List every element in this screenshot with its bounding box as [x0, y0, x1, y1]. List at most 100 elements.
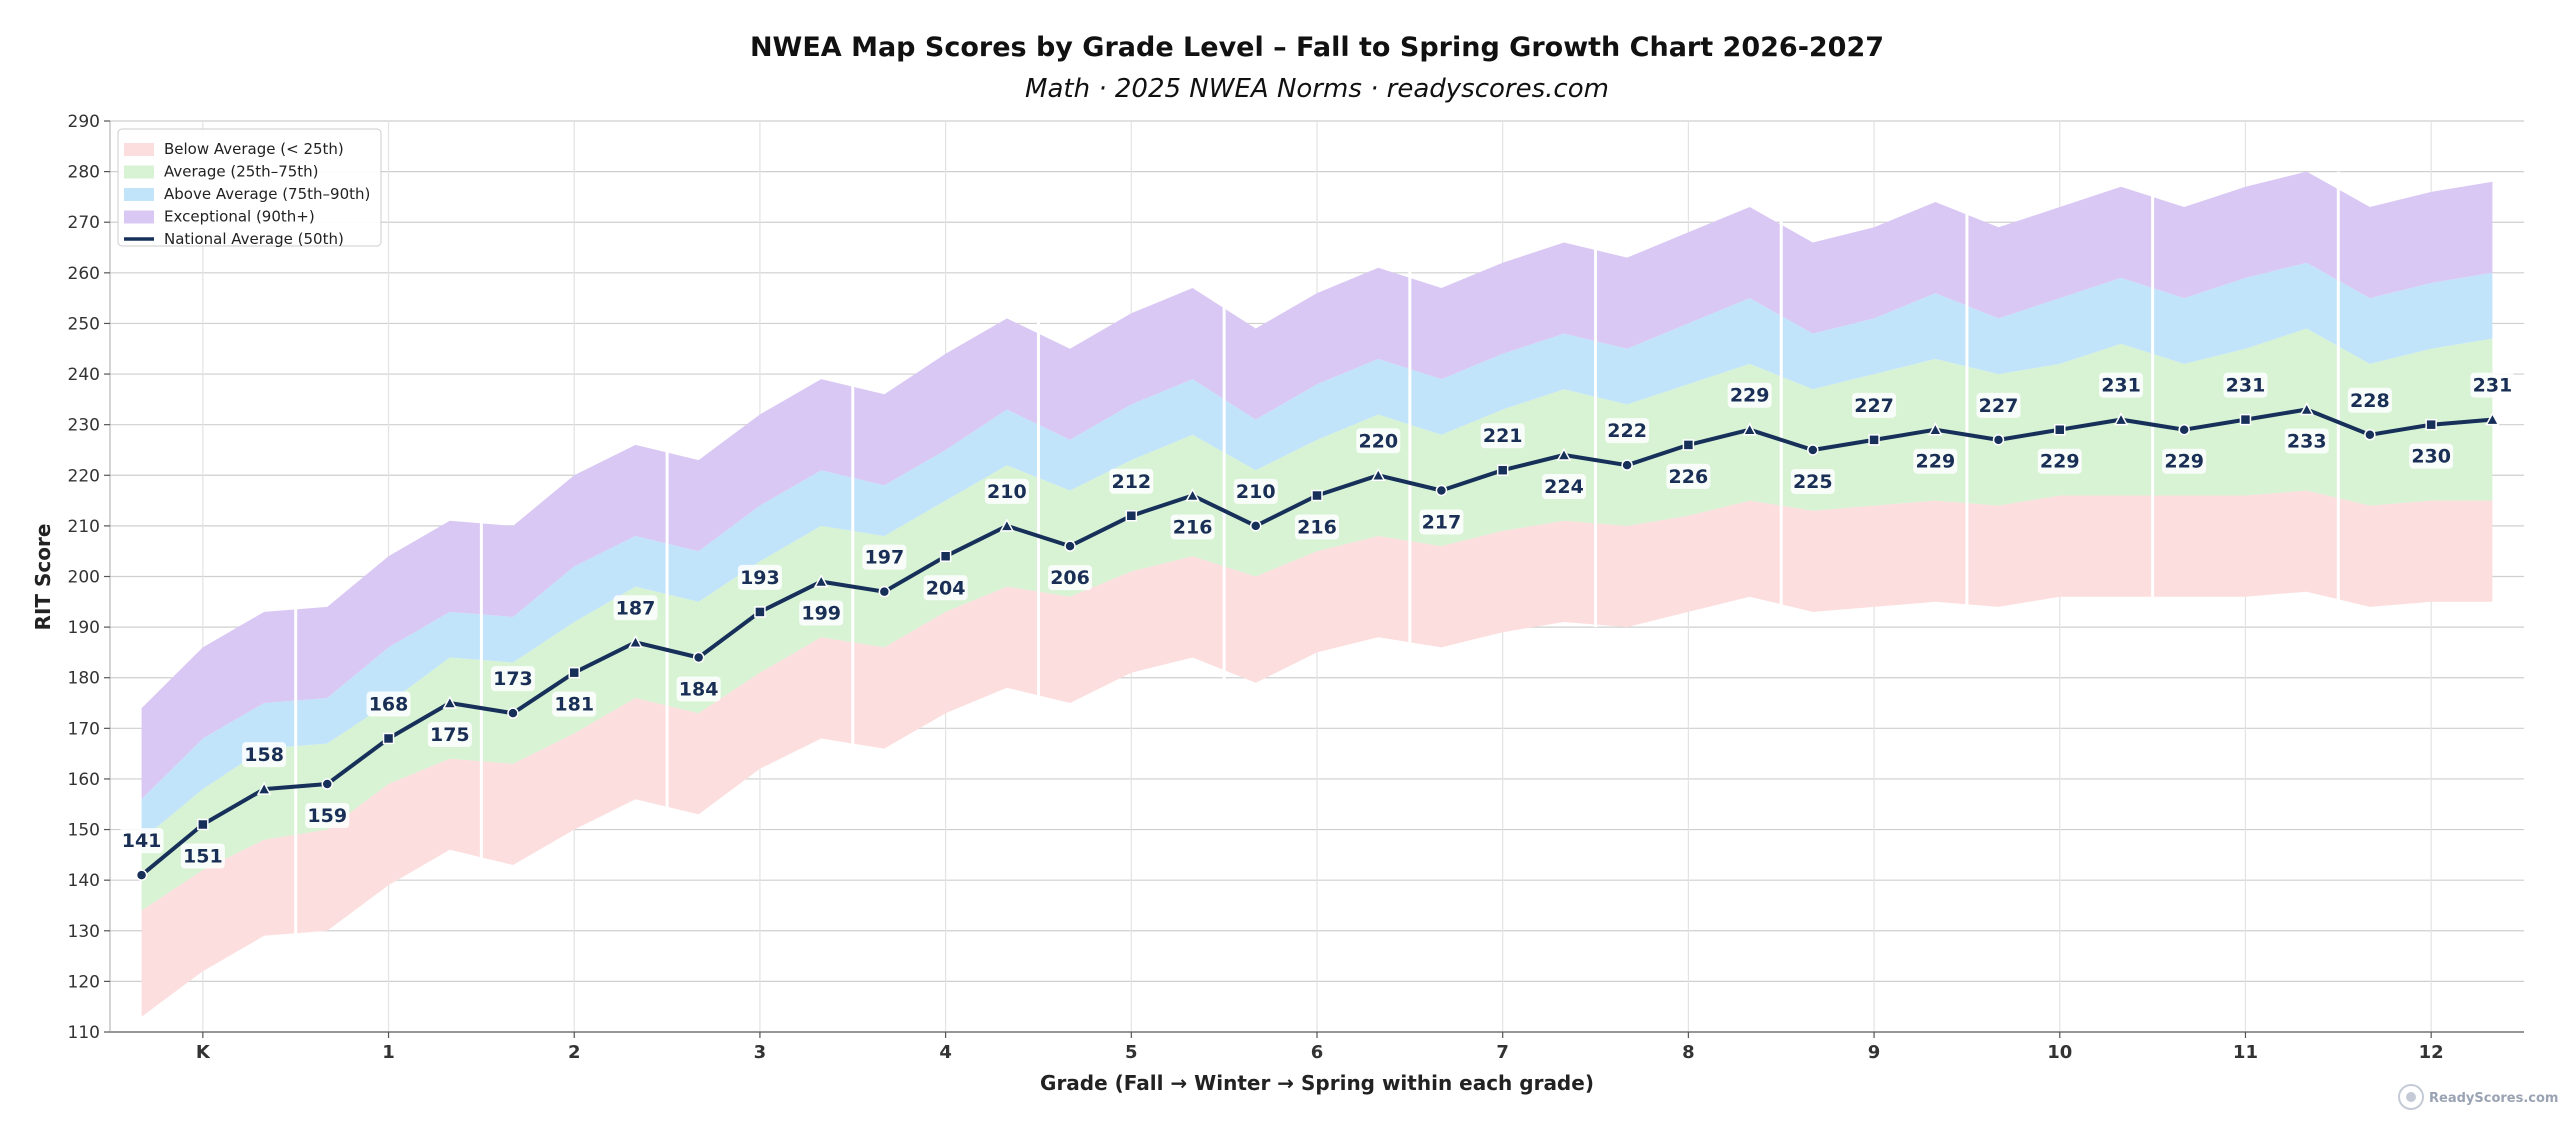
chart-subtitle: Math · 2025 NWEA Norms · readyscores.com	[1025, 74, 1609, 104]
data-label-bg-18	[1233, 478, 1278, 504]
data-label-11: 199	[801, 603, 841, 625]
data-label-bg-11	[799, 600, 844, 626]
data-label-17: 216	[1173, 517, 1213, 539]
data-label-20: 220	[1358, 430, 1398, 452]
grade-separators	[294, 171, 2340, 936]
data-label-18: 210	[1236, 481, 1276, 503]
data-label-bg-17	[1170, 514, 1215, 540]
point-0	[135, 869, 148, 881]
y-tick-label-280: 280	[68, 163, 100, 183]
x-tick-label-7: 7	[1496, 1042, 1509, 1063]
data-label-bg-21	[1419, 509, 1464, 535]
point-29	[1928, 422, 1943, 436]
data-label-35: 233	[2287, 430, 2327, 452]
y-tick-label-220: 220	[68, 466, 100, 486]
point-37	[2425, 418, 2437, 431]
data-label-25: 226	[1669, 466, 1709, 488]
point-35	[2299, 401, 2315, 416]
data-label-4: 168	[369, 693, 409, 715]
legend-swatch-1	[124, 165, 154, 179]
legend-swatch-3	[124, 210, 154, 224]
data-label-bg-12	[862, 544, 907, 570]
x-tick-label-2: 2	[568, 1042, 581, 1063]
data-label-bg-2	[242, 742, 287, 768]
data-label-bg-25	[1666, 463, 1711, 489]
legend-label-3: Exceptional (90th+)	[164, 208, 315, 226]
data-label-bg-33	[2162, 448, 2207, 474]
y-tick-label-260: 260	[68, 264, 100, 284]
data-label-bg-30	[1976, 392, 2021, 418]
point-12	[878, 585, 891, 598]
legend-swatch-0	[124, 143, 154, 156]
data-label-2: 158	[244, 744, 284, 766]
data-label-bg-3	[305, 803, 350, 829]
x-tick-label-1: 1	[382, 1042, 395, 1063]
point-14	[999, 518, 1015, 532]
y-tick-label-140: 140	[68, 871, 100, 891]
data-label-bg-34	[2223, 372, 2268, 398]
data-label-23: 224	[1544, 476, 1584, 498]
data-label-0: 141	[122, 830, 162, 852]
data-label-bg-24	[1605, 418, 1650, 444]
legend-swatch-2	[124, 188, 154, 201]
data-label-34: 231	[2226, 375, 2266, 397]
x-tick-label-6: 6	[1311, 1042, 1324, 1063]
x-tick-label-5: 5	[1125, 1042, 1138, 1063]
data-label-bg-20	[1356, 428, 1401, 454]
point-5	[442, 695, 458, 709]
data-label-bg-23	[1541, 474, 1586, 500]
point-23	[1556, 447, 1572, 461]
data-label-7: 181	[554, 694, 594, 716]
y-tick-label-110: 110	[68, 1023, 100, 1043]
data-label-15: 206	[1050, 567, 1090, 589]
data-label-29: 229	[1916, 451, 1956, 473]
y-tick-label-240: 240	[68, 365, 100, 385]
point-1	[197, 818, 209, 831]
point-19	[1311, 489, 1323, 502]
data-label-30: 227	[1979, 395, 2019, 417]
data-label-16: 212	[1111, 471, 1151, 493]
y-axis-label: RIT Score	[31, 524, 55, 631]
data-labels: 141 151 158 159 168 175 173 181 187 184 193 199 197 2…	[119, 372, 2515, 869]
data-label-bg-19	[1295, 514, 1339, 540]
data-label-10: 193	[740, 567, 780, 589]
point-8	[628, 634, 643, 649]
point-26	[1742, 422, 1757, 436]
data-label-bg-14	[984, 478, 1029, 504]
point-2	[256, 781, 272, 795]
data-label-27: 225	[1793, 471, 1833, 493]
point-15	[1064, 540, 1076, 552]
data-label-14: 210	[987, 481, 1027, 503]
point-22	[1496, 464, 1509, 476]
y-tick-label-130: 130	[68, 922, 100, 942]
point-13	[939, 550, 952, 563]
x-tick-label-K: K	[196, 1042, 211, 1063]
data-label-bg-4	[366, 691, 411, 717]
data-label-bg-0	[119, 828, 164, 854]
y-tick-label-150: 150	[68, 821, 100, 841]
point-9	[692, 651, 705, 664]
data-label-31: 229	[2040, 451, 2080, 473]
legend-label-4: National Average (50th)	[164, 230, 344, 248]
legend-label-1: Average (25th–75th)	[164, 163, 319, 181]
point-6	[507, 707, 519, 719]
data-label-bg-1	[180, 843, 225, 869]
point-28	[1868, 434, 1880, 446]
data-label-bg-32	[2099, 372, 2144, 398]
data-label-bg-5	[427, 722, 472, 748]
x-tick-label-11: 11	[2233, 1042, 2258, 1063]
watermark-text: ReadyScores.com	[2429, 1091, 2558, 1106]
legend: Below Average (< 25th) Average (25th–75th…	[117, 128, 382, 248]
watermark-logo-icon	[2398, 1084, 2424, 1110]
data-label-bg-35	[2284, 428, 2329, 454]
point-17	[1185, 487, 1200, 502]
percentile-bands	[141, 171, 2493, 1017]
x-axis-ticks: K 1 2 3 4 5 6 7 8 9 10 11 12	[196, 1032, 2444, 1063]
data-label-bg-38	[2470, 372, 2515, 398]
point-33	[2178, 423, 2190, 436]
data-label-bg-29	[1913, 448, 1958, 474]
point-3	[321, 778, 334, 790]
x-tick-label-3: 3	[754, 1042, 767, 1063]
y-tick-label-250: 250	[68, 314, 100, 334]
y-tick-label-200: 200	[68, 568, 100, 588]
